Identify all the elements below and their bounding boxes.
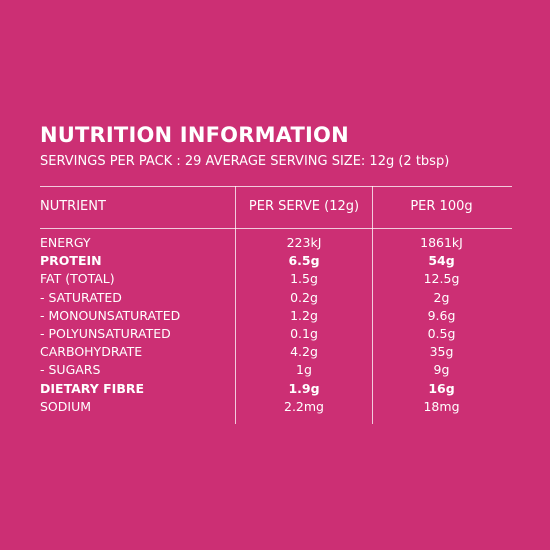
nutrient-cell: - POLYUNSATURATED (40, 325, 171, 341)
per-serve-cell: 2.2mg (284, 398, 324, 414)
per-serve-cell: 0.1g (290, 325, 318, 341)
per-serve-cell: 1.9g (288, 380, 320, 396)
per-serve-cell: 1g (296, 362, 312, 378)
per-100g-cell: 54g (428, 253, 455, 269)
column-divider-2 (372, 186, 373, 424)
nutrient-cell: DIETARY FIBRE (40, 380, 145, 396)
table-row: FAT (TOTAL) 1.5g 12.5g (40, 270, 512, 288)
per-serve-cell: 0.2g (290, 289, 318, 305)
nutrition-panel: NUTRITION INFORMATION SERVINGS PER PACK … (40, 122, 512, 424)
nutrition-table: NUTRIENT PER SERVE (12g) PER 100g ENERGY… (40, 186, 512, 424)
table-row: PROTEIN 6.5g 54g (40, 252, 512, 270)
table-row: - POLYUNSATURATED 0.1g 0.5g (40, 325, 512, 343)
header-per-100g: PER 100g (410, 199, 473, 214)
per-100g-cell: 9.6g (427, 307, 456, 323)
table-body: ENERGY 223kJ 1861kJ PROTEIN 6.5g 54g FAT (TOTA… (40, 234, 512, 416)
header-nutrient: NUTRIENT (40, 199, 106, 214)
table-row: CARBOHYDRATE 4.2g 35g (40, 343, 512, 361)
nutrient-cell: SODIUM (40, 398, 92, 414)
header-bottom-rule (40, 228, 512, 229)
per-100g-cell: 16g (428, 380, 455, 396)
serving-info: SERVINGS PER PACK : 29 AVERAGE SERVING S… (40, 154, 450, 169)
table-row: ENERGY 223kJ 1861kJ (40, 234, 512, 252)
table-row: - MONOUNSATURATED 1.2g 9.6g (40, 307, 512, 325)
per-serve-cell: 1.5g (290, 271, 318, 287)
nutrient-cell: PROTEIN (40, 253, 102, 269)
table-row: DIETARY FIBRE 1.9g 16g (40, 380, 512, 398)
header-per-serve: PER SERVE (12g) (248, 199, 360, 214)
per-serve-cell: 4.2g (290, 344, 318, 360)
nutrient-cell: CARBOHYDRATE (40, 344, 143, 360)
per-100g-cell: 2g (433, 289, 450, 305)
per-100g-cell: 35g (429, 344, 454, 360)
nutrient-cell: ENERGY (40, 235, 91, 250)
per-serve-cell: 1.2g (290, 307, 318, 323)
table-row: - SATURATED 0.2g 2g (40, 289, 512, 307)
table-top-rule (40, 186, 512, 187)
nutrient-cell: - SATURATED (40, 289, 122, 305)
per-100g-cell: 9g (433, 362, 450, 378)
table-row: - SUGARS 1g 9g (40, 361, 512, 379)
per-100g-cell: 12.5g (423, 271, 460, 287)
nutrient-cell: - SUGARS (40, 362, 101, 378)
per-serve-cell: 6.5g (288, 253, 320, 269)
per-100g-cell: 0.5g (427, 325, 456, 341)
per-100g-cell: 18mg (423, 398, 460, 414)
per-100g-cell: 1861kJ (420, 235, 463, 250)
table-row: SODIUM 2.2mg 18mg (40, 398, 512, 416)
column-divider-1 (235, 186, 236, 424)
nutrient-cell: - MONOUNSATURATED (40, 307, 181, 323)
page-title: NUTRITION INFORMATION (40, 123, 349, 147)
nutrient-cell: FAT (TOTAL) (40, 271, 115, 287)
per-serve-cell: 223kJ (286, 235, 322, 250)
